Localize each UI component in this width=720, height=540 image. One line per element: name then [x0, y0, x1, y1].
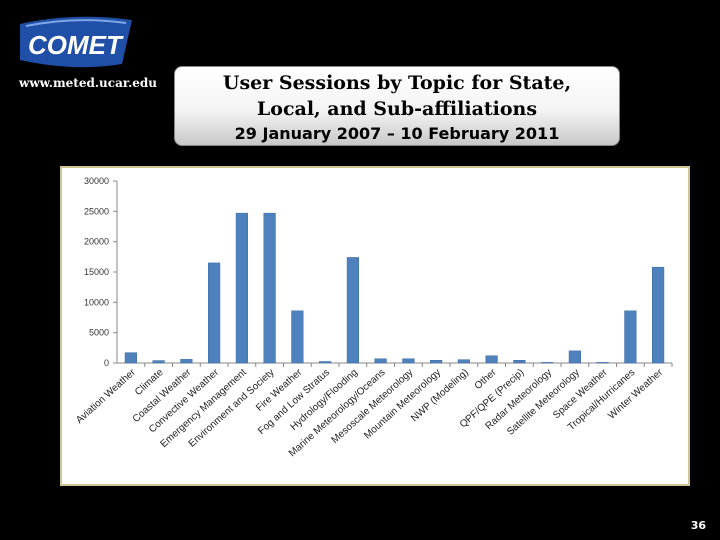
title-line-2: Local, and Sub-affiliations [256, 98, 538, 120]
y-tick-label: 30000 [84, 176, 109, 186]
bar [208, 262, 221, 364]
bar [568, 350, 581, 364]
bar [457, 359, 470, 364]
title-box [174, 66, 620, 146]
chart-frame: 0 5000 10000 15000 20000 25000 30000 Aviation W… [60, 166, 690, 486]
y-tick-label: 5000 [89, 328, 109, 338]
bar [430, 360, 443, 364]
bar [152, 360, 165, 364]
bar [180, 359, 193, 364]
bar [652, 266, 665, 364]
page-number: 36 [690, 519, 706, 532]
bar [346, 257, 359, 364]
site-url[interactable]: www.meted.ucar.edu [19, 76, 157, 90]
y-tick-label: 0 [104, 358, 109, 368]
bar [541, 362, 554, 364]
bar [291, 310, 304, 364]
y-tick-label: 25000 [84, 206, 109, 216]
bar [263, 212, 276, 364]
bar [124, 352, 137, 364]
slide-title: User Sessions by Topic for State, Local,… [174, 70, 620, 122]
bar [402, 358, 415, 364]
bar-chart: 0 5000 10000 15000 20000 25000 30000 Aviation W… [74, 176, 673, 459]
bar [235, 212, 248, 364]
y-tick-label: 10000 [84, 297, 109, 307]
date-range: 29 January 2007 – 10 February 2011 [234, 124, 560, 143]
bar [513, 360, 526, 364]
logo-text: COMET [28, 30, 124, 60]
logo-swoosh [20, 16, 132, 68]
x-tick-label: Aviation Weather [74, 367, 138, 426]
bar [374, 358, 387, 364]
bar [624, 310, 637, 364]
y-tick-label: 15000 [84, 267, 109, 277]
y-tick-label: 20000 [84, 237, 109, 247]
bar [319, 361, 332, 364]
title-line-1: User Sessions by Topic for State, [222, 72, 572, 94]
comet-logo: COMET [14, 14, 136, 70]
bar [485, 355, 498, 364]
bar [596, 362, 609, 364]
